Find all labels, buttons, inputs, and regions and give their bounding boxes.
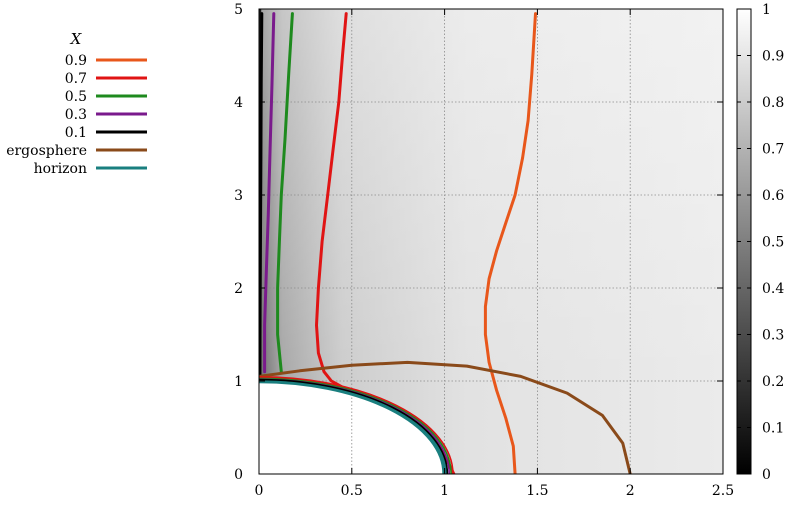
series-0-5 <box>276 12 294 374</box>
x-tick-label: 0 <box>255 483 264 499</box>
x-tick-label: 1.5 <box>526 483 548 499</box>
colorbar-tick-label: 0.6 <box>762 188 784 204</box>
grid-lines <box>259 9 723 474</box>
x-tick-label: 1 <box>440 483 449 499</box>
near-horizon-contour <box>259 378 449 474</box>
colorbar-tick-label: 0.5 <box>762 235 784 251</box>
legend-label: 0.3 <box>65 107 87 123</box>
x-tick-label: 2.5 <box>712 483 734 499</box>
series-horizon <box>259 378 447 474</box>
legend-label: horizon <box>34 161 87 177</box>
legend-label: 0.5 <box>65 89 87 105</box>
near-horizon-contour <box>259 376 452 474</box>
y-tick-label: 2 <box>234 281 243 297</box>
y-tick-label: 0 <box>234 467 243 483</box>
plot-frame <box>258 8 724 475</box>
legend-label: 0.9 <box>65 53 87 69</box>
axis-ticks: 0 0.5 1 1.5 2 2.5 0 1 2 3 4 5 <box>234 2 734 499</box>
colorbar-tick-label: 0.2 <box>762 374 784 390</box>
colorbar-tick-label: 0.9 <box>762 49 784 65</box>
colorbar-tick-label: 0.3 <box>762 328 784 344</box>
series-ergosphere <box>259 360 632 474</box>
colorbar-tick-label: 0 <box>762 467 771 483</box>
density-map <box>259 9 723 474</box>
x-tick-label: 0.5 <box>341 483 363 499</box>
horizon-interior <box>259 381 445 474</box>
legend-label: 0.1 <box>65 125 87 141</box>
legend: X 0.9 0.7 0.5 0.3 0.1 ergosphere horizon <box>6 30 147 177</box>
colorbar-tick-label: 1 <box>762 2 771 18</box>
colorbar-tick-label: 0.7 <box>762 142 784 158</box>
series-0-9 <box>483 12 537 474</box>
colorbar-tick-label: 0.4 <box>762 281 784 297</box>
y-tick-label: 4 <box>234 95 243 111</box>
near-horizon-contour <box>259 376 454 474</box>
colorbar-tick-label: 0.8 <box>762 95 784 111</box>
legend-label: ergosphere <box>6 143 87 159</box>
y-tick-label: 3 <box>234 188 243 204</box>
y-tick-label: 5 <box>234 2 243 18</box>
colorbar-tick-label: 0.1 <box>762 421 784 437</box>
legend-label: 0.7 <box>65 71 87 87</box>
series-0-3 <box>263 12 276 374</box>
legend-title: X <box>70 30 83 48</box>
near-horizon-contour <box>259 377 451 474</box>
density-map-clip <box>259 9 723 474</box>
y-tick-label: 1 <box>234 374 243 390</box>
colorbar: 0 0.1 0.2 0.3 0.4 0.5 0.6 0.7 0.8 0.9 1 <box>736 2 784 483</box>
x-tick-label: 2 <box>626 483 635 499</box>
